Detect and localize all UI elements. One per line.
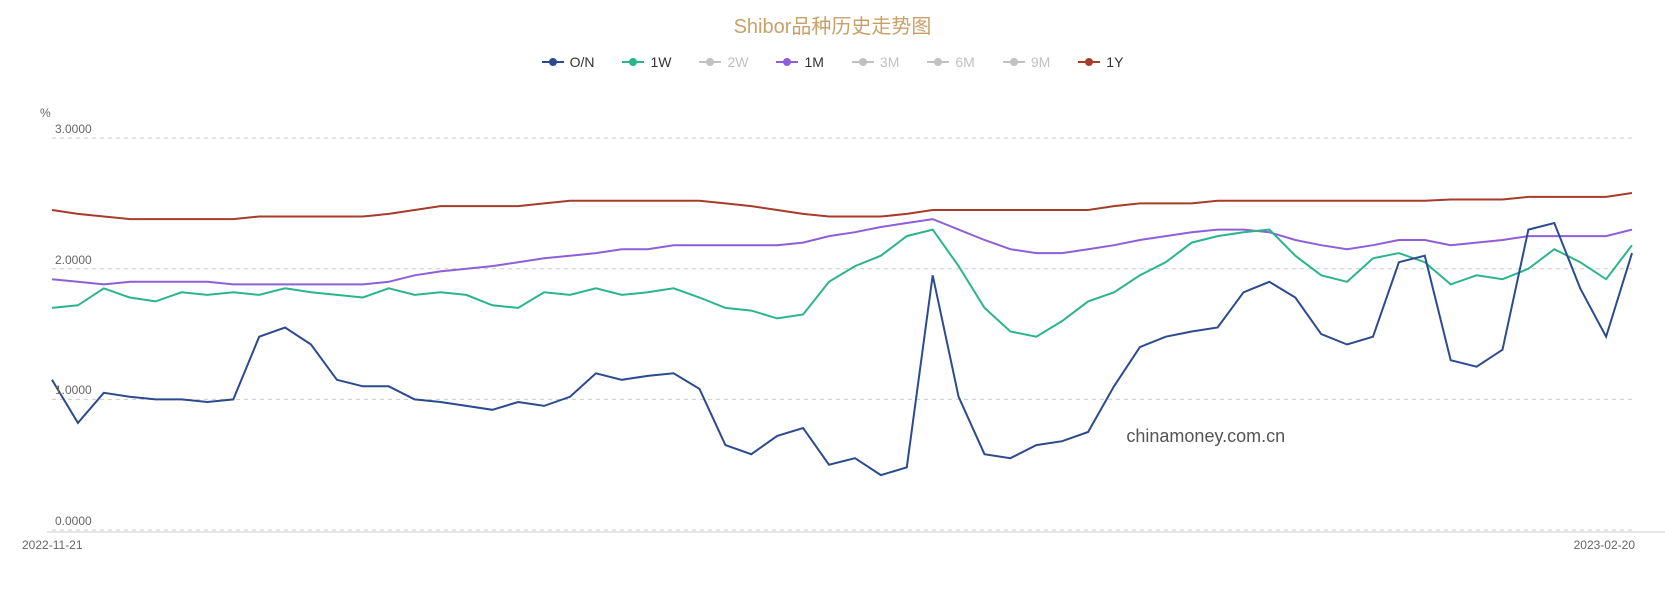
legend-item-m6[interactable]: 6M [927,54,974,70]
legend-marker-icon [622,61,644,63]
legend-item-m3[interactable]: 3M [852,54,899,70]
legend-label: 9M [1031,54,1050,70]
y-tick-label: 3.0000 [55,122,92,136]
legend-label: 1M [804,54,823,70]
legend-item-w2[interactable]: 2W [699,54,748,70]
x-axis-start-label: 2022-11-21 [22,538,83,552]
legend: O/N 1W 2W 1M 3M 6M 9M 1Y [0,50,1665,70]
y-tick-label: 1.0000 [55,383,92,397]
legend-marker-icon [1078,61,1100,63]
chart-title: Shibor品种历史走势图 [0,10,1665,39]
legend-marker-icon [1003,61,1025,63]
legend-marker-icon [927,61,949,63]
legend-item-m1[interactable]: 1M [776,54,823,70]
legend-label: 1Y [1106,54,1123,70]
watermark: chinamoney.com.cn [1126,426,1285,447]
series-on [52,223,1632,475]
legend-label: 3M [880,54,899,70]
series-y1 [52,193,1632,219]
legend-marker-icon [542,61,564,63]
series-w1 [52,230,1632,337]
legend-item-w1[interactable]: 1W [622,54,671,70]
legend-marker-icon [776,61,798,63]
legend-label: 2W [727,54,748,70]
legend-item-m9[interactable]: 9M [1003,54,1050,70]
legend-item-y1[interactable]: 1Y [1078,54,1123,70]
legend-marker-icon [699,61,721,63]
y-tick-label: 2.0000 [55,253,92,267]
legend-label: O/N [570,54,595,70]
chart-plot [47,112,1665,570]
legend-marker-icon [852,61,874,63]
legend-item-on[interactable]: O/N [542,54,595,70]
legend-label: 1W [650,54,671,70]
y-tick-label: 0.0000 [55,514,92,528]
x-axis-end-label: 2023-02-20 [1574,538,1635,552]
legend-label: 6M [955,54,974,70]
